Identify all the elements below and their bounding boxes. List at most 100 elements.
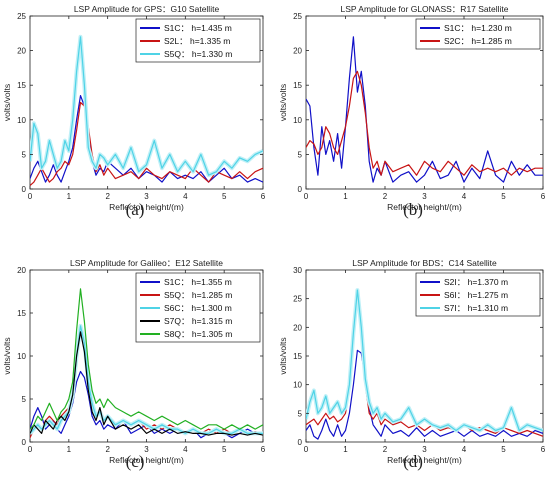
series-group	[306, 288, 543, 440]
y-tick-label: 20	[17, 47, 26, 56]
y-axis-label: volts/volts	[2, 337, 12, 374]
x-tick-label: 1	[67, 192, 72, 201]
panel-caption: (c)	[126, 452, 145, 471]
x-tick-label: 3	[422, 445, 427, 454]
legend-entry: S6I： h=1.275 m	[444, 290, 508, 300]
x-tick-label: 2	[383, 192, 388, 201]
legend: S1C： h=1.435 m S2L： h=1.335 m S5Q： h=1.330…	[135, 18, 261, 63]
series-group	[30, 288, 263, 439]
y-tick-label: 5	[22, 150, 27, 159]
y-tick-label: 10	[17, 116, 26, 125]
y-tick-label: 20	[17, 266, 26, 275]
y-axis-label: volts/volts	[2, 84, 12, 121]
y-tick-label: 5	[298, 150, 303, 159]
x-tick-label: 5	[501, 445, 506, 454]
panel-caption: (b)	[403, 200, 423, 219]
x-tick-label: 2	[383, 445, 388, 454]
x-axis-label: Reflector height/(m)	[109, 455, 184, 465]
legend: S1C： h=1.355 m S5Q： h=1.285 m S6C： h=1.300…	[135, 272, 261, 343]
chart-title: LSP Amplitude for GPS：G10 Satellite	[74, 4, 220, 14]
x-tick-label: 0	[28, 192, 33, 201]
y-tick-label: 15	[17, 81, 26, 90]
x-tick-label: 3	[144, 445, 149, 454]
series-line-1	[30, 101, 263, 186]
x-tick-label: 5	[222, 192, 227, 201]
legend: S1C： h=1.230 m S2C： h=1.285 m	[415, 18, 541, 50]
legend-entry: S2L： h=1.335 m	[164, 36, 230, 46]
y-tick-label: 10	[293, 116, 302, 125]
panel-caption: (d)	[403, 452, 423, 471]
x-tick-label: 3	[144, 192, 149, 201]
x-tick-label: 6	[261, 192, 266, 201]
series-line-4	[30, 288, 263, 430]
legend-entry: S2C： h=1.285 m	[444, 36, 512, 46]
legend-entry: S7I： h=1.310 m	[444, 303, 508, 313]
y-tick-label: 10	[293, 381, 302, 390]
series-line-1	[306, 298, 543, 437]
x-tick-label: 4	[462, 192, 467, 201]
y-tick-label: 0	[298, 185, 303, 194]
legend-entry: S5Q： h=1.285 m	[164, 290, 232, 300]
x-tick-label: 2	[105, 192, 110, 201]
x-tick-label: 0	[28, 445, 33, 454]
chart-title: LSP Amplitude for GLONASS：R17 Satellite	[340, 4, 508, 14]
legend-entry: S8Q： h=1.305 m	[164, 329, 232, 339]
y-tick-label: 20	[293, 323, 302, 332]
x-tick-label: 6	[261, 445, 266, 454]
y-tick-label: 30	[293, 266, 302, 275]
legend-entry: S5Q： h=1.330 m	[164, 49, 232, 59]
chart-panel-c: 0 1 2 3 4 5 6 0 5 10 15 20 LSP Amplitude for Galileo…	[2, 258, 266, 471]
y-tick-label: 25	[293, 12, 302, 21]
legend-entry: S2I： h=1.370 m	[444, 277, 508, 287]
legend-entry: S6C： h=1.300 m	[164, 303, 232, 313]
legend-entry: S1C： h=1.355 m	[164, 277, 232, 287]
chart-title: LSP Amplitude for Galileo：E12 Satellite	[70, 258, 223, 268]
x-tick-label: 3	[422, 192, 427, 201]
y-tick-label: 0	[22, 185, 27, 194]
legend: S2I： h=1.370 m S6I： h=1.275 m S7I： h=1.310…	[415, 272, 541, 317]
y-tick-label: 5	[298, 409, 303, 418]
y-axis-label: volts/volts	[278, 84, 288, 121]
series-line-0	[306, 349, 543, 440]
x-tick-label: 1	[343, 192, 348, 201]
x-tick-label: 1	[67, 445, 72, 454]
y-axis-label: volts/volts	[278, 337, 288, 374]
y-tick-label: 25	[293, 295, 302, 304]
x-tick-label: 0	[304, 445, 309, 454]
y-tick-label: 0	[298, 438, 303, 447]
y-tick-label: 15	[17, 309, 26, 318]
x-tick-label: 2	[105, 445, 110, 454]
y-tick-label: 20	[293, 47, 302, 56]
x-axis-label: Reflector height/(m)	[387, 202, 462, 212]
panel-caption: (a)	[126, 200, 145, 219]
x-tick-label: 4	[183, 445, 188, 454]
chart-panel-d: 0 1 2 3 4 5 6 0 5 10 15 20 25 30 LSP Amplitude for BDS…	[278, 258, 546, 471]
y-tick-label: 5	[22, 395, 27, 404]
series-line-3	[30, 331, 263, 436]
y-tick-label: 15	[293, 81, 302, 90]
series-group	[306, 36, 543, 183]
y-tick-label: 0	[22, 438, 27, 447]
y-tick-label: 10	[17, 352, 26, 361]
series-line-2	[30, 36, 263, 176]
x-tick-label: 6	[541, 445, 546, 454]
chart-title: LSP Amplitude for BDS：C14 Satellite	[352, 258, 497, 268]
legend-box	[415, 18, 541, 50]
chart-panel-b: 0 1 2 3 4 5 6 0 5 10 15 20 25 LSP Amplitude for GLONA…	[278, 4, 546, 219]
x-tick-label: 5	[222, 445, 227, 454]
legend-entry: S7Q： h=1.315 m	[164, 316, 232, 326]
y-tick-label: 15	[293, 352, 302, 361]
legend-entry: S1C： h=1.230 m	[444, 23, 512, 33]
x-axis-label: Reflector height/(m)	[109, 202, 184, 212]
series-group	[30, 34, 263, 186]
series-line-1	[306, 70, 543, 176]
x-tick-label: 5	[501, 192, 506, 201]
x-tick-label: 4	[183, 192, 188, 201]
y-tick-label: 25	[17, 12, 26, 21]
legend-entry: S1C： h=1.435 m	[164, 23, 232, 33]
x-tick-label: 0	[304, 192, 309, 201]
x-tick-label: 6	[541, 192, 546, 201]
x-tick-label: 1	[343, 445, 348, 454]
series-line-2	[306, 289, 543, 432]
